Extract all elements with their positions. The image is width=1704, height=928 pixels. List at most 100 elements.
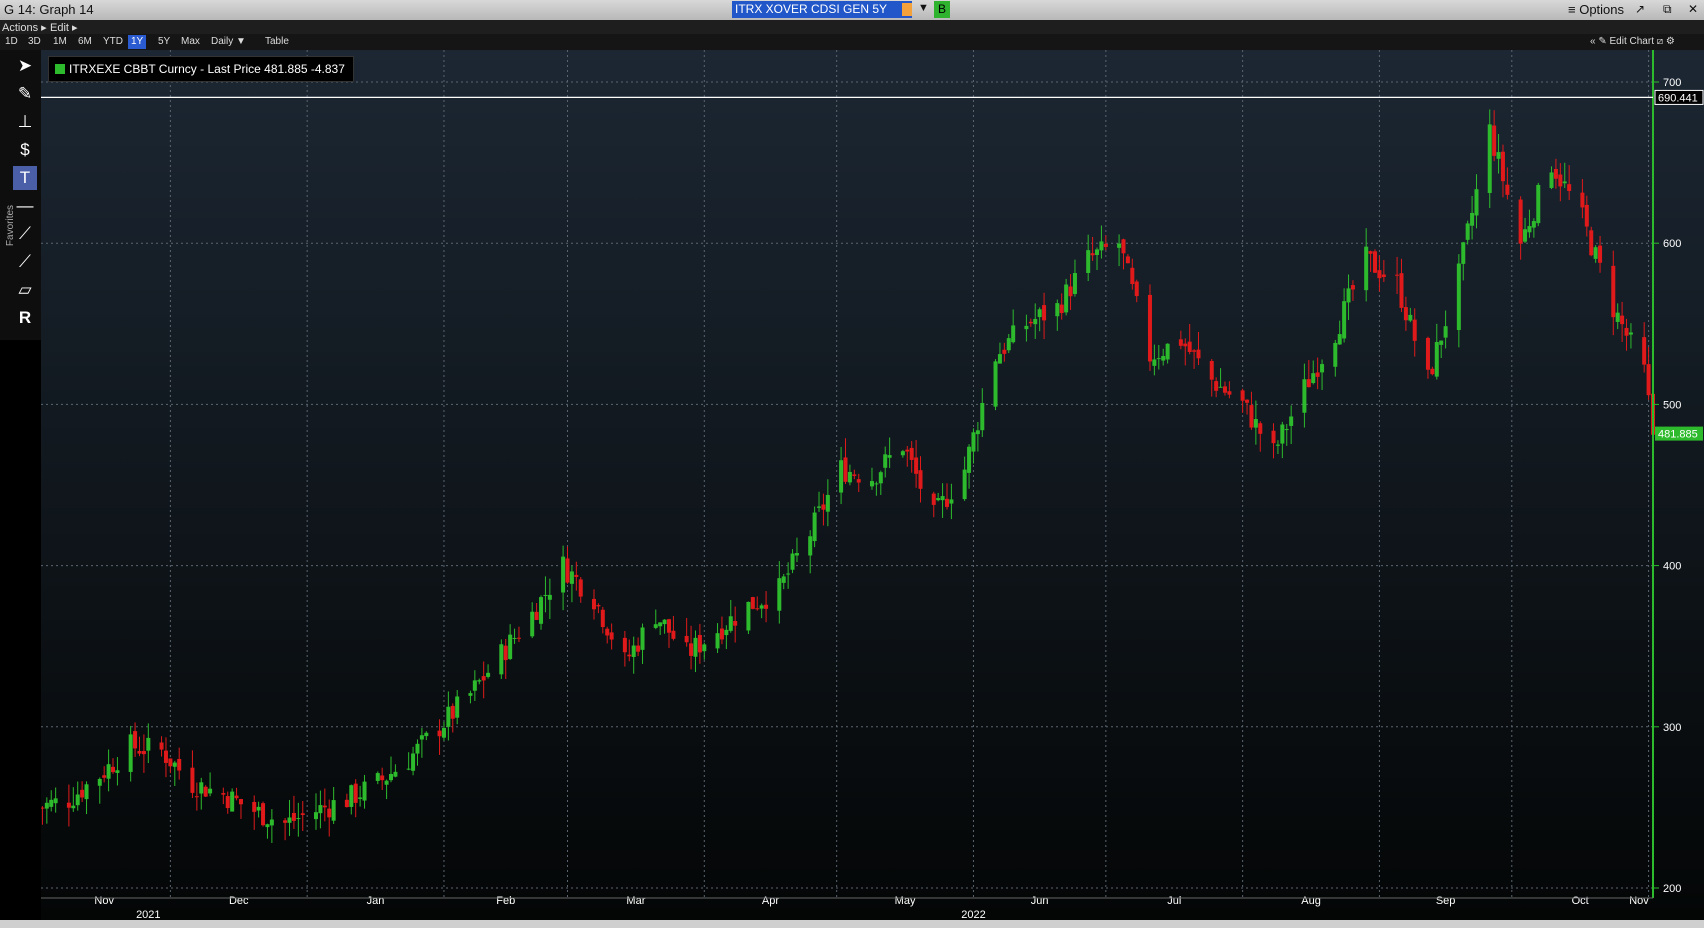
candle-body <box>194 796 199 798</box>
candle-body <box>163 750 168 763</box>
percent-measure-icon[interactable]: ⊥ <box>17 112 33 131</box>
restore-icon[interactable]: ⧉ <box>1663 2 1672 16</box>
period-dropdown[interactable]: Daily ▼ <box>211 36 246 47</box>
regression-icon[interactable]: R <box>18 308 32 327</box>
candle-body <box>1531 221 1536 228</box>
x-tick-label: Oct <box>1572 895 1589 907</box>
candle-body <box>786 573 791 575</box>
pointer-icon[interactable]: ➤ <box>17 56 33 75</box>
candle-body <box>622 637 627 653</box>
candle-body <box>1249 405 1254 428</box>
candle-body <box>631 645 636 657</box>
candle-body <box>821 504 826 510</box>
candle-body <box>468 693 473 696</box>
candle-body <box>1117 243 1122 248</box>
candle-body <box>1289 416 1294 426</box>
candle-body <box>1068 286 1073 297</box>
candle-body <box>1373 251 1378 273</box>
range-3d[interactable]: 3D <box>28 36 41 47</box>
candle-body <box>534 611 539 620</box>
range-1m[interactable]: 1M <box>53 36 67 47</box>
candle-body <box>1620 315 1625 325</box>
candle-body <box>1196 349 1201 359</box>
candle-body <box>1222 386 1227 393</box>
candle-body <box>75 794 80 806</box>
candle-body <box>1646 364 1651 396</box>
candle-body <box>931 493 936 505</box>
candle-body <box>327 808 332 818</box>
candle-body <box>1558 174 1563 187</box>
ray-line-icon[interactable]: ⟋ <box>19 252 31 271</box>
edit-chart-button[interactable]: Edit Chart <box>1609 36 1654 47</box>
candle-body <box>203 786 208 797</box>
candle-body <box>1425 337 1430 370</box>
x-year-label: 2022 <box>961 909 985 920</box>
candle-body <box>102 775 107 778</box>
table-button[interactable]: Table <box>265 36 289 47</box>
candle-body <box>44 802 49 809</box>
candle-body <box>1430 368 1435 375</box>
candle-body <box>1492 125 1497 156</box>
ticker-dropdown-icon[interactable]: ▼ <box>918 2 929 14</box>
candle-body <box>190 767 195 793</box>
horizontal-line-icon[interactable]: — <box>16 196 34 215</box>
range-1y[interactable]: 1Y <box>128 35 147 49</box>
ticker-b-button[interactable]: B <box>934 1 950 18</box>
dollar-measure-icon[interactable]: $ <box>20 140 30 159</box>
edit-menu[interactable]: Edit ▸ <box>50 22 78 34</box>
trend-line-icon[interactable]: ⟋ <box>19 224 31 243</box>
collapse-icon[interactable]: « <box>1590 36 1596 47</box>
actions-menu[interactable]: Actions ▸ <box>2 22 47 34</box>
candle-body <box>887 455 892 458</box>
candle-body <box>1395 274 1400 276</box>
menu-bar: Actions ▸ Edit ▸ <box>0 20 1704 34</box>
candle-body <box>843 457 848 482</box>
channel-icon[interactable]: ▱ <box>18 280 32 299</box>
candle-body <box>406 768 411 770</box>
candle-body <box>1165 343 1170 360</box>
candle-body <box>1059 304 1064 314</box>
candle-body <box>1152 359 1157 366</box>
candle-body <box>477 680 482 682</box>
candle-body <box>133 731 138 749</box>
pen-icon[interactable]: ✎ <box>17 84 33 103</box>
candle-body <box>296 818 301 820</box>
range-ytd[interactable]: YTD <box>103 36 123 47</box>
candle-body <box>1161 355 1166 361</box>
candle-body <box>411 753 416 771</box>
candle-body <box>1086 250 1091 273</box>
window-title: G 14: Graph 14 <box>4 2 94 17</box>
settings-icon[interactable]: ⚙ <box>1665 36 1675 47</box>
range-1d[interactable]: 1D <box>5 36 18 47</box>
edit-icon[interactable]: ⧄ <box>1656 36 1664 47</box>
candle-body <box>1642 337 1647 365</box>
candle-body <box>825 494 830 512</box>
candle-body <box>790 553 795 570</box>
candle-body <box>1487 124 1492 193</box>
chart-area[interactable]: 200 300 400 500 600 700 690.441 481.885 Nov Dec J… <box>36 50 1704 921</box>
text-tool-icon[interactable]: T <box>13 166 37 190</box>
popout-icon[interactable]: ↗ <box>1635 2 1646 16</box>
ticker-input[interactable]: ITRX XOVER CDSI GEN 5Y Corp <box>732 1 912 33</box>
options-menu[interactable]: ≡ Options <box>1568 2 1625 17</box>
candle-body <box>503 645 508 661</box>
candle-body <box>40 807 45 809</box>
candle-body <box>1055 303 1060 317</box>
candle-body <box>1474 189 1479 216</box>
candle-body <box>450 705 455 719</box>
candle-body <box>605 628 610 636</box>
range-5y[interactable]: 5Y <box>158 36 171 47</box>
range-max[interactable]: Max <box>181 36 200 47</box>
candle-body <box>755 608 760 610</box>
candle-body <box>1611 265 1616 318</box>
candle-body <box>1209 360 1214 380</box>
chart-svg[interactable]: 200 300 400 500 600 700 690.441 481.885 Nov Dec J… <box>36 50 1704 921</box>
candle-body <box>900 451 905 456</box>
close-icon[interactable]: ✕ <box>1688 2 1699 16</box>
candle-body <box>693 637 698 657</box>
candle-body <box>715 633 720 649</box>
candle-body <box>84 784 89 800</box>
y-tick-label: 200 <box>1663 883 1681 895</box>
range-6m[interactable]: 6M <box>78 36 92 47</box>
candle-body <box>415 743 420 754</box>
